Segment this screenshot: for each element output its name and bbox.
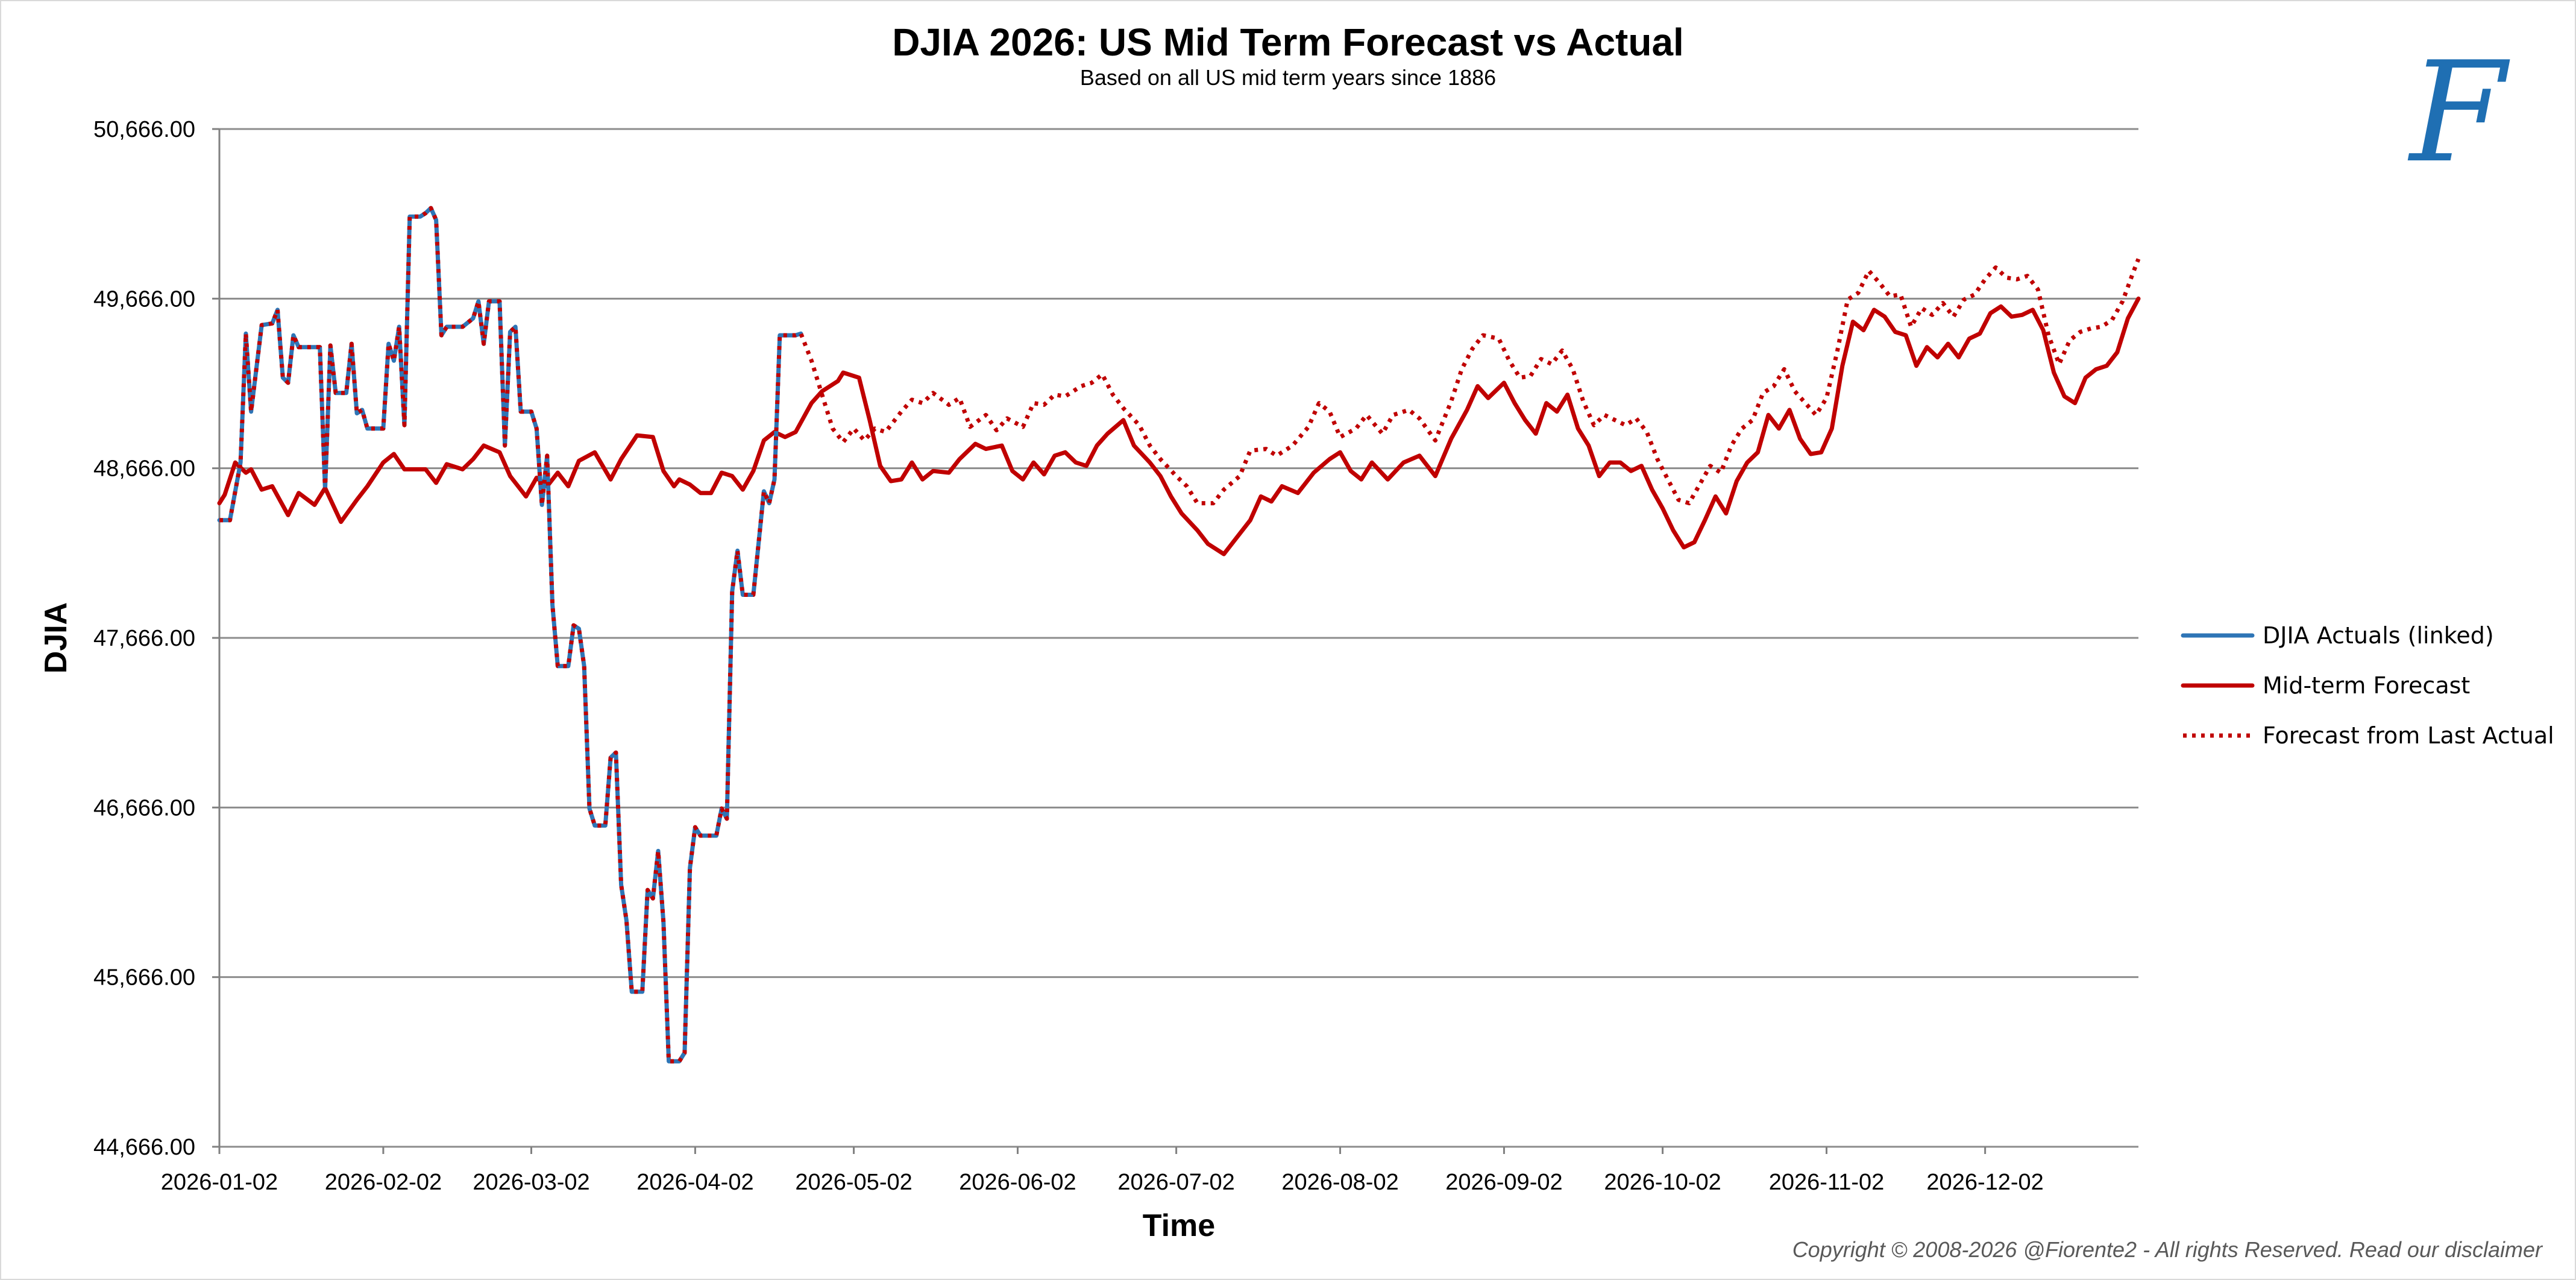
logo-glyph: F: [2407, 33, 2510, 194]
x-tick-label: 2026-12-02: [1926, 1170, 2043, 1195]
fiorente-logo: F: [2407, 33, 2510, 194]
chart-subtitle: Based on all US mid term years since 188…: [1080, 65, 1496, 90]
x-tick-label: 2026-03-02: [473, 1170, 589, 1195]
legend-label-djia-actuals-linked: DJIA Actuals (linked): [2263, 622, 2494, 649]
legend: DJIA Actuals (linked) Mid-term Forecast Fo…: [2181, 622, 2554, 749]
y-tick-label: 44,666.00: [93, 1135, 195, 1160]
y-tick-label: 48,666.00: [93, 456, 195, 482]
x-tick-label: 2026-10-02: [1604, 1170, 1721, 1195]
x-tick-label: 2026-09-02: [1445, 1170, 1562, 1195]
plot-area: [217, 206, 2141, 1064]
series-line-forecast-from-last-actual: [219, 206, 2141, 1064]
y-tick-label: 49,666.00: [93, 286, 195, 312]
x-tick-label: 2026-07-02: [1117, 1170, 1234, 1195]
chart-title: DJIA 2026: US Mid Term Forecast vs Actua…: [892, 20, 1684, 64]
y-tick-label: 46,666.00: [93, 795, 195, 821]
x-axis-title: Time: [1143, 1208, 1215, 1243]
copyright-notice: Copyright © 2008-2026 @Fiorente2 - All r…: [1792, 1237, 2543, 1262]
x-tick-label: 2026-11-02: [1769, 1170, 1885, 1195]
x-tick-label: 2026-02-02: [325, 1170, 442, 1195]
y-tick-label: 47,666.00: [93, 626, 195, 651]
x-axis-ticks: 2026-01-02 2026-02-02 2026-03-02 2026-04-02…: [161, 1147, 2044, 1195]
legend-label-mid-term-forecast: Mid-term Forecast: [2263, 672, 2470, 699]
x-tick-label: 2026-08-02: [1281, 1170, 1398, 1195]
y-axis-title: DJIA: [39, 602, 74, 673]
x-tick-label: 2026-05-02: [795, 1170, 912, 1195]
x-tick-label: 2026-04-02: [636, 1170, 753, 1195]
legend-label-forecast-from-last-actual: Forecast from Last Actual: [2263, 722, 2554, 749]
x-tick-label: 2026-01-02: [161, 1170, 278, 1195]
x-tick-label: 2026-06-02: [959, 1170, 1076, 1195]
y-tick-label: 50,666.00: [93, 117, 195, 142]
y-axis-ticks: 44,666.00 45,666.00 46,666.00 47,666.00 48,6…: [93, 117, 219, 1160]
y-tick-label: 45,666.00: [93, 965, 195, 991]
